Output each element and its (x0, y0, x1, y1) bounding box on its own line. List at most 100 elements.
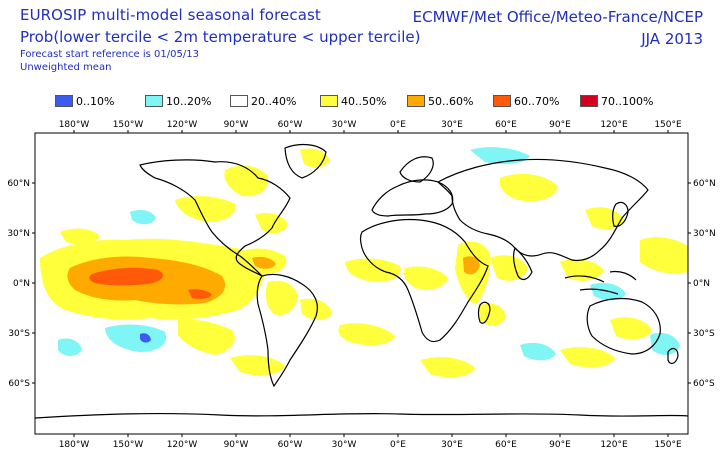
mean-type: Unweighted mean (20, 62, 112, 73)
header-right: ECMWF/Met Office/Meteo-France/NCEP JJA 2… (413, 6, 703, 50)
lat-label: 60°N (693, 179, 716, 189)
southern-pacific-40-50-area (560, 347, 615, 368)
west-pacific-40-50-area (640, 237, 688, 274)
legend-label: 50..60% (428, 94, 474, 108)
north-pacific-west-40-50-area (60, 228, 100, 244)
canada-40-50-area (224, 165, 269, 197)
coastlines (35, 143, 688, 419)
legend-swatch (493, 95, 511, 107)
lat-labels-left: 60°N 30°N 0°N 30°S 60°S (7, 179, 30, 389)
south-pacific-0-10-area (140, 333, 151, 343)
legend-swatch (580, 95, 598, 107)
greenland-coast (284, 143, 327, 179)
legend-swatch (230, 95, 248, 107)
lon-label: 120°W (167, 440, 198, 450)
pacific-se-40-50-area (178, 319, 235, 355)
legend-label: 60..70% (514, 94, 560, 108)
lon-ticks-top (73, 130, 669, 133)
australia-coast (586, 297, 661, 355)
lon-label: 90°W (224, 440, 249, 450)
legend-item: 0..10% (55, 94, 114, 108)
north-america-coast (139, 159, 291, 277)
south-america-coast (256, 273, 318, 388)
indonesia-coast (564, 270, 637, 295)
europe-coast (371, 179, 454, 217)
lon-label: 150°E (654, 440, 682, 450)
legend: 0..10% 10..20% 20..40% 40..50% 50..60% 6… (55, 94, 675, 110)
antarctica-coast (35, 412, 688, 419)
south-america-40-50-area (265, 280, 298, 316)
lon-label: 120°W (167, 120, 198, 130)
tropical-atlantic-40-50-area (345, 258, 401, 282)
lat-label: 30°N (7, 229, 30, 239)
lat-label: 30°S (8, 329, 30, 339)
lat-label: 60°S (8, 379, 30, 389)
lon-label: 30°E (441, 120, 463, 130)
legend-swatch (407, 95, 425, 107)
lat-label: 0°N (693, 279, 710, 289)
lon-label: 30°W (332, 440, 357, 450)
lat-labels-right: 60°N 30°N 0°N 30°S 60°S (693, 179, 716, 389)
lon-label: 0°E (390, 120, 406, 130)
central-asia-40-50-area (499, 173, 558, 202)
legend-item: 70..100% (580, 94, 653, 108)
legend-item: 50..60% (407, 94, 473, 108)
map-title: EUROSIP multi-model seasonal forecast (20, 6, 321, 24)
lon-label: 150°W (113, 440, 144, 450)
forecast-reference: Forecast start reference is 01/05/13 (20, 49, 199, 60)
lon-label: 180°W (59, 120, 90, 130)
southwest-pacific-40-50-area (610, 317, 652, 340)
pacific-60-70-area-east (188, 289, 212, 299)
caribbean-50-60-area (252, 256, 276, 269)
lon-label: 120°E (600, 120, 628, 130)
south-pacific-10-20-area (105, 324, 167, 352)
lat-label: 30°S (693, 329, 715, 339)
india-coast (512, 246, 533, 281)
east-asia-40-50-area (585, 207, 624, 230)
west-africa-40-50-area (404, 266, 448, 290)
probability-field (40, 147, 688, 378)
lat-ticks (32, 182, 691, 384)
north-pacific-40-50-area (175, 196, 236, 222)
legend-item: 60..70% (493, 94, 559, 108)
legend-swatch (145, 95, 163, 107)
japan-coast (612, 201, 629, 227)
lat-label: 60°S (693, 379, 715, 389)
lat-label: 60°N (7, 179, 30, 189)
lon-label: 30°W (332, 120, 357, 130)
south-indian-10-20-area (520, 342, 556, 361)
legend-label: 10..20% (166, 94, 212, 108)
lon-label: 60°E (495, 440, 517, 450)
indian-ocean-40-50-area (490, 255, 528, 281)
africa-coast (359, 218, 489, 343)
legend-label: 0..10% (76, 94, 115, 108)
lon-label: 60°W (278, 440, 303, 450)
lon-label: 60°E (495, 120, 517, 130)
lon-ticks-bottom (73, 434, 669, 437)
south-pacific-west-10-20-area (58, 338, 82, 356)
lat-label: 30°N (693, 229, 716, 239)
north-pacific-10-20-area (130, 210, 156, 225)
lon-label: 90°E (549, 120, 571, 130)
us-east-40-50-area (255, 212, 288, 234)
lon-labels-top: 180°W 150°W 120°W 90°W 60°W 30°W 0°E 30°… (59, 120, 682, 130)
pacific-60-70-area (89, 267, 163, 286)
legend-item: 20..40% (230, 94, 296, 108)
lon-label: 150°W (113, 120, 144, 130)
lon-labels-bottom: 180°W 150°W 120°W 90°W 60°W 30°W 0°E 30°… (59, 440, 682, 450)
asia-coast (437, 158, 649, 262)
lon-label: 0°E (390, 440, 406, 450)
maritime-continent-40-50-area (560, 259, 604, 281)
legend-label: 70..100% (601, 94, 654, 108)
lon-label: 120°E (600, 440, 628, 450)
southern-indian-40-50-area (420, 357, 475, 378)
australia-east-10-20-area (650, 332, 680, 355)
centres-label: ECMWF/Met Office/Meteo-France/NCEP (412, 8, 703, 26)
lon-label: 90°E (549, 440, 571, 450)
madagascar-coast (477, 301, 491, 324)
lat-label: 0°N (13, 279, 30, 289)
south-atlantic-40-50-area (300, 298, 332, 320)
new-zealand-coast (667, 347, 679, 365)
east-africa-50-60-area (463, 256, 480, 275)
